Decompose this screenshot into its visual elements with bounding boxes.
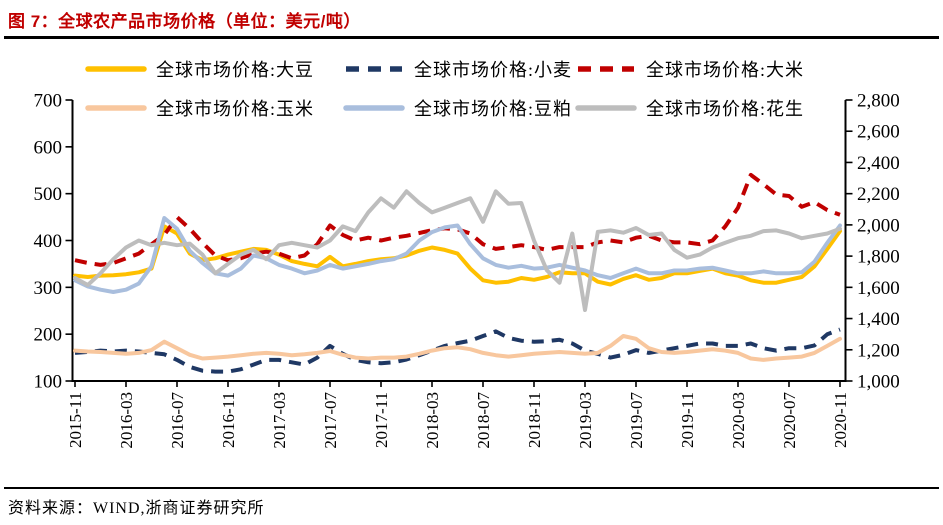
x-axis-tick-label: 2016-07: [168, 392, 187, 449]
legend-swatch-soybean-meal: [343, 105, 405, 111]
legend-swatch-wheat: [346, 66, 402, 72]
x-axis: 2015-11 2016-03 2016-07 2016-11 2017-03 2017-…: [66, 381, 850, 449]
right-axis-tick-label: 2,200: [857, 184, 900, 205]
right-axis-tick-label: 1,000: [857, 372, 900, 393]
chart-legend: 全球市场价格:大豆 全球市场价格:小麦 全球市场价格:大米全球市场价格:玉米 全球市场…: [85, 56, 804, 121]
legend-item-corn: 全球市场价格:玉米: [85, 95, 343, 121]
right-axis: 2,800 2,600 2,400 2,200 2,000 1,800 1,600 1,400…: [845, 91, 900, 393]
left-axis-tick-label: 700: [34, 91, 63, 112]
series-line-corn: [73, 334, 842, 362]
legend-item-wheat: 全球市场价格:小麦: [343, 56, 575, 82]
legend-label-corn: 全球市场价格:玉米: [156, 99, 315, 119]
x-axis-tick-label: 2019-03: [576, 392, 595, 449]
x-axis-tick-label: 2016-11: [219, 392, 238, 448]
left-axis-tick-label: 300: [34, 278, 63, 299]
x-axis-tick-label: 2019-11: [678, 392, 697, 448]
x-axis-tick-label: 2017-11: [372, 392, 391, 448]
left-axis-tick-label: 100: [34, 372, 63, 393]
title-divider: [4, 36, 939, 39]
right-axis-tick-label: 2,400: [857, 153, 900, 174]
series-line-soybean-meal: [73, 216, 842, 294]
legend-label-soybean: 全球市场价格:大豆: [156, 60, 315, 80]
x-axis-tick-label: 2020-03: [729, 392, 748, 449]
legend-item-rice: 全球市场价格:大米: [575, 56, 804, 82]
right-axis-tick-label: 2,600: [857, 122, 900, 143]
x-axis-tick-label: 2019-07: [627, 392, 646, 449]
right-axis-tick-label: 2,800: [857, 91, 900, 112]
x-axis-tick-label: 2018-03: [423, 392, 442, 449]
x-axis-tick-label: 2016-03: [117, 392, 136, 449]
footer-divider: [4, 487, 939, 489]
series-line-wheat: [74, 327, 841, 374]
left-axis: 700 600 500 400 300 200 100: [34, 91, 73, 393]
right-axis-tick-label: 1,600: [857, 278, 900, 299]
legend-label-soybean-meal: 全球市场价格:豆粕: [414, 99, 573, 119]
series-line-peanut: [73, 189, 842, 312]
figure-title: 图 7：全球农产品市场价格（单位：美元/吨）: [8, 12, 361, 31]
legend-item-peanut: 全球市场价格:花生: [575, 95, 804, 121]
left-axis-tick-label: 200: [34, 325, 63, 346]
left-axis-tick-label: 600: [34, 137, 63, 158]
legend-swatch-rice: [578, 66, 634, 72]
series-line-soybean: [73, 224, 842, 287]
legend-swatch-soybean: [85, 66, 147, 72]
legend-swatch-corn: [85, 105, 147, 111]
x-axis-tick-label: 2018-11: [525, 392, 544, 448]
x-axis-tick-label: 2017-07: [321, 392, 340, 449]
series-line-rice: [74, 172, 841, 267]
legend-item-soybean: 全球市场价格:大豆: [85, 56, 343, 82]
legend-swatch-peanut: [575, 105, 637, 111]
legend-label-wheat: 全球市场价格:小麦: [414, 60, 573, 80]
x-axis-tick-label: 2020-11: [831, 392, 850, 448]
x-axis-tick-label: 2018-07: [474, 392, 493, 449]
x-axis-tick-label: 2017-03: [270, 392, 289, 449]
source-note: 资料来源：WIND,浙商证券研究所: [8, 500, 265, 517]
price-chart: 700 600 500 400 300 200 100 2,800 2,600 2,400 2,20…: [34, 91, 900, 449]
legend-label-peanut: 全球市场价格:花生: [646, 99, 805, 119]
right-axis-tick-label: 1,200: [857, 340, 900, 361]
x-axis-tick-label: 2020-07: [780, 392, 799, 449]
right-axis-tick-label: 1,800: [857, 247, 900, 268]
x-axis-tick-label: 2015-11: [66, 392, 85, 448]
right-axis-tick-label: 2,000: [857, 215, 900, 236]
left-axis-tick-label: 500: [34, 184, 63, 205]
left-axis-tick-label: 400: [34, 231, 63, 252]
legend-label-rice: 全球市场价格:大米: [646, 60, 805, 80]
right-axis-tick-label: 1,400: [857, 309, 900, 330]
legend-item-soybean-meal: 全球市场价格:豆粕: [343, 95, 575, 121]
